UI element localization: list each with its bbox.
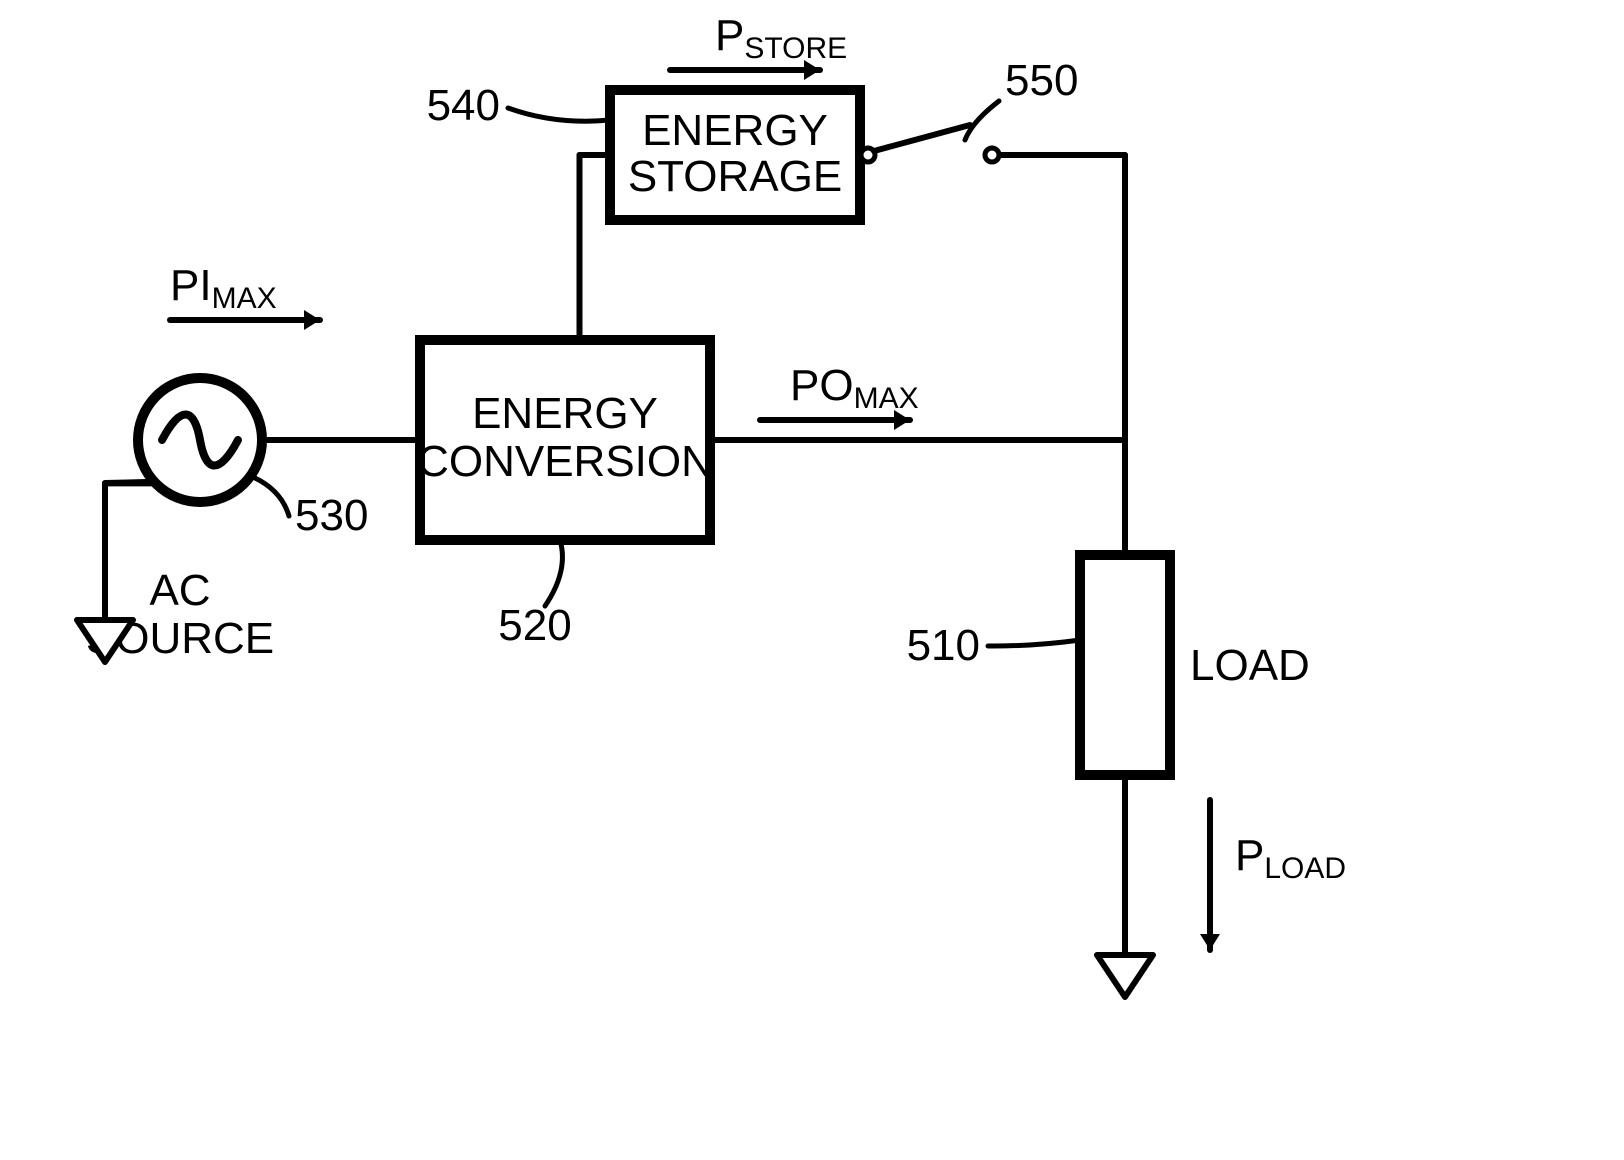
svg-text:PLOAD: PLOAD bbox=[1235, 831, 1346, 885]
svg-text:530: 530 bbox=[295, 491, 368, 540]
svg-text:LOAD: LOAD bbox=[1190, 641, 1310, 690]
svg-text:PSTORE: PSTORE bbox=[715, 11, 847, 65]
svg-text:540: 540 bbox=[427, 81, 500, 130]
svg-text:ENERGY: ENERGY bbox=[642, 106, 828, 155]
svg-text:PIMAX: PIMAX bbox=[170, 261, 277, 315]
svg-text:CONVERSION: CONVERSION bbox=[417, 437, 713, 486]
svg-text:510: 510 bbox=[907, 621, 980, 670]
svg-text:ENERGY: ENERGY bbox=[472, 389, 658, 438]
svg-text:550: 550 bbox=[1005, 56, 1078, 105]
svg-text:520: 520 bbox=[498, 601, 571, 650]
svg-text:STORAGE: STORAGE bbox=[628, 152, 842, 201]
svg-text:AC: AC bbox=[149, 566, 210, 615]
svg-text:POMAX: POMAX bbox=[790, 361, 919, 415]
